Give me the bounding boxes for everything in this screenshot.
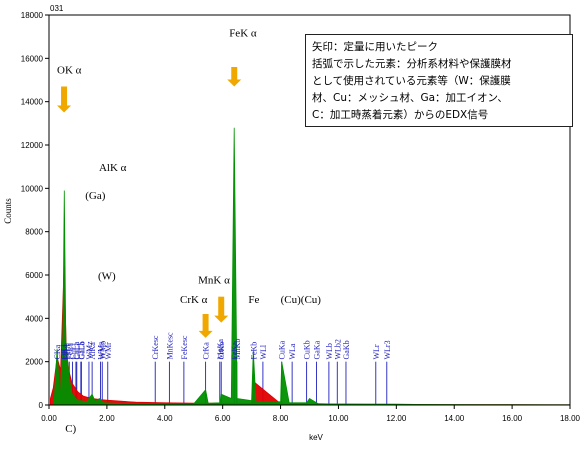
y-tick-label: 18000 bbox=[21, 11, 44, 20]
peak-annotation: CrK α bbox=[180, 294, 208, 306]
peak-annotation: AlK α bbox=[99, 162, 127, 174]
y-tick-label: 12000 bbox=[21, 141, 44, 150]
quant-peak-arrow bbox=[202, 314, 209, 332]
marker-label: GaKb bbox=[342, 340, 351, 359]
marker-label: FeKb bbox=[249, 342, 258, 360]
marker-label: OKa bbox=[60, 344, 69, 360]
marker-label: FeKa bbox=[230, 342, 239, 360]
marker-label: GaLb bbox=[77, 341, 86, 359]
series-0-spectrum bbox=[50, 266, 571, 406]
quant-peak-arrowhead bbox=[198, 330, 213, 338]
peak-annotation: (Ga) bbox=[85, 190, 105, 202]
x-tick-label: 6.00 bbox=[215, 414, 231, 423]
marker-label: MnKesc bbox=[165, 332, 174, 360]
peak-annotation: (W) bbox=[98, 270, 116, 282]
peak-annotation: FeK α bbox=[229, 28, 257, 40]
quant-peak-arrow bbox=[218, 296, 225, 317]
marker-label: CrKesc bbox=[151, 335, 160, 359]
x-tick-label: 12.00 bbox=[386, 414, 407, 423]
note-line: 括弧で示した元素：分析系材料や保護膜材 bbox=[312, 58, 512, 70]
note-line: C：加工時蒸着元素）からのEDX信号 bbox=[312, 109, 489, 121]
marker-label: FeLa bbox=[65, 343, 74, 360]
quant-peak-arrow bbox=[231, 67, 238, 81]
marker-label: WMr bbox=[104, 342, 113, 360]
x-tick-label: 4.00 bbox=[157, 414, 173, 423]
marker-label: WLr bbox=[372, 344, 381, 359]
series-1-spectrum bbox=[53, 127, 571, 406]
peak-annotation: Fe bbox=[248, 294, 259, 306]
x-tick-label: 8.00 bbox=[273, 414, 289, 423]
x-tick-label: 0.00 bbox=[41, 414, 57, 423]
marker-label: CuLl bbox=[68, 342, 77, 359]
peak-annotation: OK α bbox=[57, 65, 82, 77]
legend-note-box: 矢印：定量に用いたピーク 括弧で示した元素：分析系材料や保護膜材 として使用され… bbox=[305, 34, 573, 127]
marker-label: WLl bbox=[259, 344, 268, 359]
quant-peak-arrowhead bbox=[214, 315, 229, 323]
marker-label: MnKa bbox=[216, 339, 225, 360]
plot-frame bbox=[48, 14, 571, 406]
peak-annotation: C) bbox=[65, 423, 76, 435]
marker-label: CuLa bbox=[72, 341, 81, 359]
marker-label: WMb bbox=[98, 341, 107, 360]
marker-label: WMa bbox=[97, 341, 106, 360]
marker-label: GaKa bbox=[312, 340, 321, 359]
marker-label: CrKb bbox=[217, 342, 226, 360]
marker-label: CuKb bbox=[303, 340, 312, 359]
y-tick-label: 6000 bbox=[25, 271, 43, 280]
marker-label: GaLl bbox=[73, 342, 82, 359]
y-tick-label: 4000 bbox=[25, 314, 43, 323]
marker-label: CKa bbox=[53, 344, 62, 359]
marker-label: AlKa bbox=[88, 342, 97, 360]
marker-label: CrLl bbox=[59, 344, 68, 360]
marker-label: WLa bbox=[288, 343, 297, 359]
marker-label: CrLa bbox=[61, 343, 70, 360]
y-tick-label: 0 bbox=[39, 401, 44, 410]
x-tick-label: 2.00 bbox=[99, 414, 115, 423]
note-line: 材、Cu：メッシュ材、Ga：加工イオン、 bbox=[312, 92, 508, 104]
marker-label: WLr3 bbox=[383, 340, 392, 359]
x-tick-label: 10.00 bbox=[328, 414, 349, 423]
x-tick-label: 18.00 bbox=[560, 414, 581, 423]
marker-label: CrKa bbox=[202, 342, 211, 360]
marker-label: FeKesc bbox=[180, 335, 189, 359]
y-axis-label: Counts bbox=[3, 198, 13, 224]
marker-label: CuKa bbox=[278, 340, 287, 359]
note-line: 矢印：定量に用いたピーク bbox=[312, 41, 438, 53]
quant-peak-arrow bbox=[61, 86, 68, 107]
peak-annotation: (Cu)(Cu) bbox=[281, 294, 322, 306]
marker-label: FeLl bbox=[63, 344, 72, 360]
marker-label: GaLa bbox=[77, 341, 86, 359]
y-tick-label: 10000 bbox=[21, 184, 44, 193]
x-tick-label: 16.00 bbox=[502, 414, 523, 423]
x-axis-label: keV bbox=[309, 433, 323, 442]
spectrum-id-label: 031 bbox=[50, 4, 64, 13]
y-tick-label: 8000 bbox=[25, 228, 43, 237]
marker-label: WLb2 bbox=[333, 339, 342, 359]
axes: 0.00 2.00 4.00 6.00 8.00 10.00 12.00 14.00 16.00… bbox=[21, 11, 581, 423]
peak-annotation: MnK α bbox=[198, 275, 230, 287]
marker-label: MnKb bbox=[233, 339, 242, 360]
y-tick-label: 14000 bbox=[21, 98, 44, 107]
marker-label: WMz bbox=[85, 341, 94, 360]
note-line: として使用されている元素等（W：保護膜 bbox=[312, 75, 511, 87]
y-tick-label: 2000 bbox=[25, 358, 43, 367]
quant-peak-arrowhead bbox=[227, 79, 242, 87]
quant-peak-arrowhead bbox=[57, 105, 72, 113]
y-tick-label: 16000 bbox=[21, 54, 44, 63]
x-tick-label: 14.00 bbox=[444, 414, 465, 423]
marker-label: WLb bbox=[325, 343, 334, 359]
